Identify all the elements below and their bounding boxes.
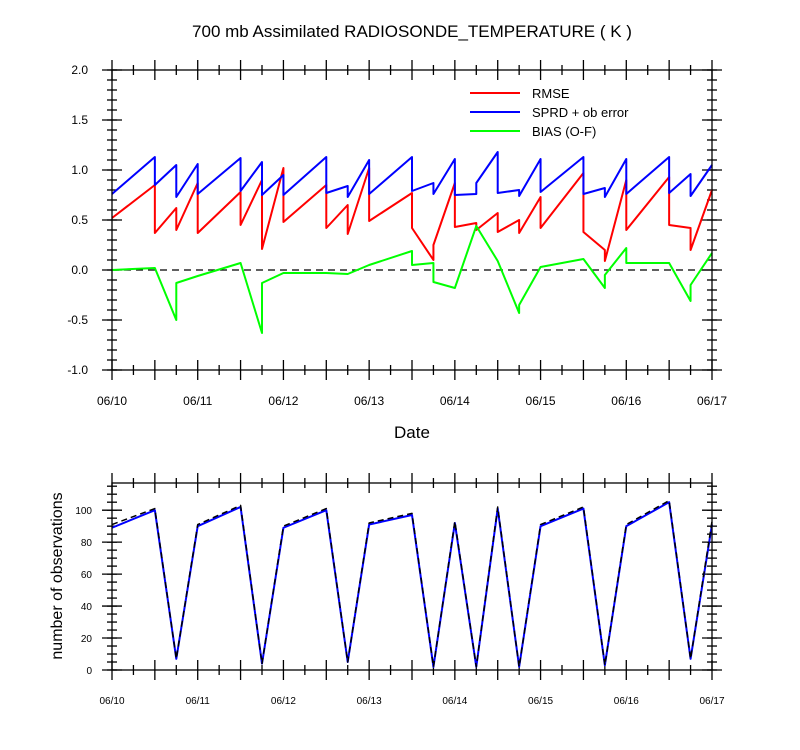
- y-tick-label: 40: [81, 602, 93, 613]
- top-plot-y-tick-labels: -1.0 -0.5 0.0 0.5 1.0 1.5 2.0: [67, 63, 88, 377]
- x-tick-label: 06/10: [97, 394, 127, 408]
- series-line-possible: [111, 499, 713, 668]
- y-tick-label: 0: [86, 666, 92, 677]
- y-tick-label: 60: [81, 570, 93, 581]
- x-tick-label: 06/15: [526, 394, 556, 408]
- legend-label: RMSE: [532, 86, 570, 101]
- series-line-bias-o-f: [111, 225, 713, 334]
- x-tick-label: 06/14: [442, 696, 467, 707]
- y-tick-label: 1.0: [71, 163, 88, 177]
- series-line-sprd-ob-error: [111, 151, 713, 198]
- x-axis-label: Date: [394, 423, 430, 442]
- x-tick-label: 06/15: [528, 696, 553, 707]
- x-tick-label: 06/11: [186, 696, 211, 707]
- y-axis-label: number of observations: [49, 492, 66, 659]
- top-plot-frame: [111, 69, 713, 371]
- legend: RMSE SPRD + ob error BIAS (O-F): [470, 86, 629, 139]
- series-line-rmse: [111, 167, 713, 262]
- series-line-assimilated: [111, 501, 713, 668]
- x-tick-label: 06/17: [699, 696, 724, 707]
- y-tick-label: 20: [81, 634, 93, 645]
- x-tick-label: 06/16: [614, 696, 639, 707]
- y-tick-label: 0.0: [71, 263, 88, 277]
- bottom-plot-x-tick-labels: 06/10 06/11 06/12 06/13 06/14 06/15 06/16 06/17: [99, 696, 724, 707]
- bottom-plot: 06/10 06/11 06/12 06/13 06/14 06/15 06/16 06/17…: [75, 473, 725, 707]
- x-tick-label: 06/11: [183, 394, 212, 408]
- chart-title: 700 mb Assimilated RADIOSONDE_TEMPERATUR…: [192, 22, 632, 41]
- y-tick-label: -0.5: [67, 313, 88, 327]
- x-tick-label: 06/10: [99, 696, 124, 707]
- top-plot: 06/10 06/11 06/12 06/13 06/14 06/15 06/16 06/17…: [67, 60, 727, 408]
- bottom-plot-frame: [111, 482, 713, 671]
- bottom-plot-y-tick-labels: 0 20 40 60 80 100: [75, 506, 92, 677]
- x-tick-label: 06/12: [271, 696, 296, 707]
- y-tick-label: 1.5: [71, 113, 88, 127]
- top-plot-series: [111, 151, 713, 334]
- y-tick-label: 100: [75, 506, 92, 517]
- x-tick-label: 06/13: [357, 696, 382, 707]
- x-tick-label: 06/12: [268, 394, 298, 408]
- x-tick-label: 06/13: [354, 394, 384, 408]
- y-tick-label: -1.0: [67, 363, 88, 377]
- x-tick-label: 06/14: [440, 394, 470, 408]
- top-plot-x-tick-labels: 06/10 06/11 06/12 06/13 06/14 06/15 06/16 06/17: [97, 394, 727, 408]
- legend-label: SPRD + ob error: [532, 105, 629, 120]
- bottom-plot-series: [111, 499, 713, 668]
- y-tick-label: 80: [81, 538, 93, 549]
- y-tick-label: 0.5: [71, 213, 88, 227]
- x-tick-label: 06/16: [611, 394, 641, 408]
- y-tick-label: 2.0: [71, 63, 88, 77]
- bottom-plot-ticks: [102, 473, 722, 680]
- x-tick-label: 06/17: [697, 394, 727, 408]
- legend-label: BIAS (O-F): [532, 124, 596, 139]
